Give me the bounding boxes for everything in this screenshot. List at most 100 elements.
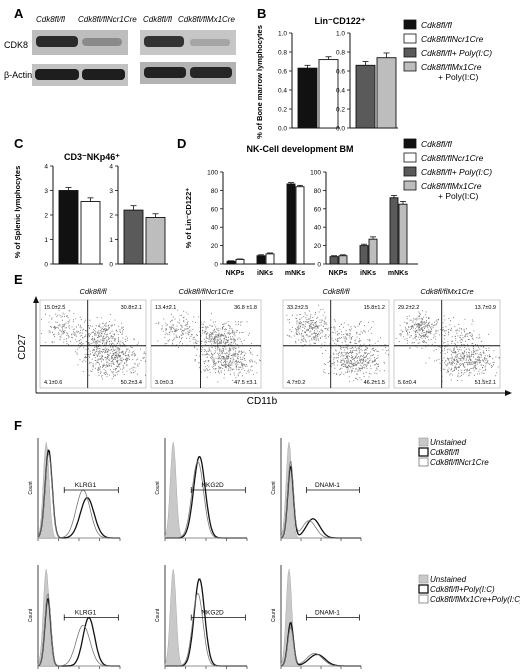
y-axis-label: % of Splenic lymphocytes [13, 166, 22, 259]
scatter-title: Cdk8fl/flNcr1Cre [178, 287, 233, 296]
y-tick-label: 40 [314, 225, 322, 232]
bar [355, 64, 376, 129]
y-axis-label: Count [271, 608, 277, 622]
bar [398, 203, 408, 265]
x-tick-label: NKPs [329, 270, 348, 277]
histogram-curve [37, 453, 120, 539]
blot-lane-label: Cdk8fl/flMx1Cre [178, 15, 235, 24]
quadrant-label: 4.7±0.2 [287, 380, 305, 386]
panel-letter-f: F [14, 418, 22, 433]
x-tick-label: iNKs [360, 270, 376, 277]
quadrant-label: 13.4±2.1 [155, 305, 176, 311]
y-tick-label: 100 [207, 170, 218, 177]
legend-label: Cdk8fl/fl [430, 448, 459, 457]
quadrant-label: 50.2±3.4 [121, 380, 142, 386]
panel-letter-b: B [257, 6, 266, 21]
y-tick-label: 20 [211, 243, 219, 250]
legend-swatch [403, 152, 417, 163]
bar [359, 245, 369, 265]
y-tick-label: 0 [317, 262, 321, 269]
bar [295, 186, 305, 265]
bar [329, 256, 339, 265]
legend-swatch [403, 19, 417, 30]
blot-row-label-cdk8: CDK8 [4, 40, 28, 50]
legend-label: Cdk8fl/flMx1Cre [421, 181, 482, 191]
legend-label: Cdk8fl/flMx1Cre+Poly(I:C) [430, 595, 520, 604]
bar [286, 183, 296, 265]
bar [368, 238, 378, 265]
y-tick-label: 1 [44, 237, 48, 244]
y-tick-label: 20 [314, 243, 322, 250]
x-tick-label: iNKs [257, 270, 273, 277]
legend-swatch [403, 180, 417, 191]
blot-band [35, 69, 79, 80]
blot-band [144, 36, 184, 47]
blot-lane-label: Cdk8fl/fl [143, 15, 172, 24]
blot-band [82, 38, 122, 46]
chart-panel-d: NK-Cell development BM % of Lin⁻CD122⁺ 0… [184, 144, 418, 277]
y-tick-label: 4 [44, 164, 48, 171]
y-tick-label: 3 [44, 188, 48, 195]
y-tick-label: 1 [109, 237, 113, 244]
marker-label: NKG2D [201, 610, 224, 617]
histogram-curve [280, 460, 361, 539]
legend-label: Cdk8fl/flNcr1Cre [430, 458, 489, 467]
quadrant-label: 46.2±1.5 [364, 380, 385, 386]
panel-letter-e: E [14, 272, 23, 287]
chart-panel-f: Unstained Cdk8fl/fl Cdk8fl/flNcr1Cre Uns… [28, 437, 520, 669]
y-axis-label: % of Lin⁻CD122⁺ [184, 188, 193, 248]
blot-band [144, 67, 186, 78]
axis-arrow [505, 390, 512, 396]
plot-frame [393, 299, 501, 389]
y-tick-label: 60 [314, 206, 322, 213]
chart-panel-c: CD3⁻NKp46⁺ % of Splenic lymphocytes 0 1 2 3… [13, 152, 168, 269]
bar [235, 258, 245, 265]
y-axis-label: % of Bone marrow lymphocytes [255, 25, 264, 139]
blot-lane-label: Cdk8fl/flNcr1Cre [78, 15, 137, 24]
legend-label: Cdk8fl/fl+Poly(I:C) [430, 585, 495, 594]
panel-letter-a: A [14, 6, 24, 21]
y-tick-label: 1.0 [278, 31, 287, 38]
x-tick-label: mNKs [388, 270, 408, 277]
scatter-title: Cdk8fl/flMx1Cre [420, 287, 473, 296]
y-tick-label: 80 [211, 188, 219, 195]
bar [226, 260, 236, 265]
marker-label: KLRG1 [75, 482, 97, 489]
y-tick-label: 0 [109, 262, 113, 269]
y-tick-label: 40 [211, 225, 219, 232]
legend-swatch [418, 447, 429, 457]
histogram-curve [280, 626, 361, 667]
blot-band [190, 67, 232, 78]
scatter-points [41, 304, 146, 380]
legend-label: + Poly(I:C) [438, 72, 479, 82]
y-tick-label: 0.4 [278, 88, 287, 95]
bar [338, 255, 348, 265]
y-tick-label: 0.0 [336, 126, 345, 133]
blot-band [190, 39, 230, 46]
blot-band [82, 69, 125, 80]
legend-swatch [403, 61, 417, 72]
quadrant-label: 36.8 ±1.8 [234, 305, 257, 311]
axis-arrow [33, 296, 39, 303]
legend-swatch [403, 33, 417, 44]
y-tick-label: 0.4 [336, 88, 345, 95]
bar [256, 255, 266, 265]
marker-label: KLRG1 [75, 610, 97, 617]
scatter-title: Cdk8fl/fl [79, 287, 106, 296]
chart-title: NK-Cell development BM [246, 144, 353, 154]
y-tick-label: 0.6 [336, 69, 345, 76]
scatter-title: Cdk8fl/fl [322, 287, 349, 296]
x-tick-label: mNKs [285, 270, 305, 277]
legend-swatch [403, 166, 417, 177]
quadrant-label: 15.8±1.2 [364, 305, 385, 311]
chart-panel-e: CD27 CD11b Cdk8fl/fl 15.0±2.5 30.8±2.1 4.1±… [17, 287, 512, 407]
y-axis-label: CD27 [17, 334, 28, 360]
blot-band [36, 36, 78, 47]
bar [58, 190, 79, 265]
y-tick-label: 100 [310, 170, 321, 177]
histogram-curve [165, 592, 247, 667]
quadrant-label: 5.6±0.4 [398, 380, 416, 386]
chart-title: Lin⁻CD122⁺ [314, 16, 365, 26]
legend-swatch [403, 138, 417, 149]
y-tick-label: 3 [109, 188, 113, 195]
